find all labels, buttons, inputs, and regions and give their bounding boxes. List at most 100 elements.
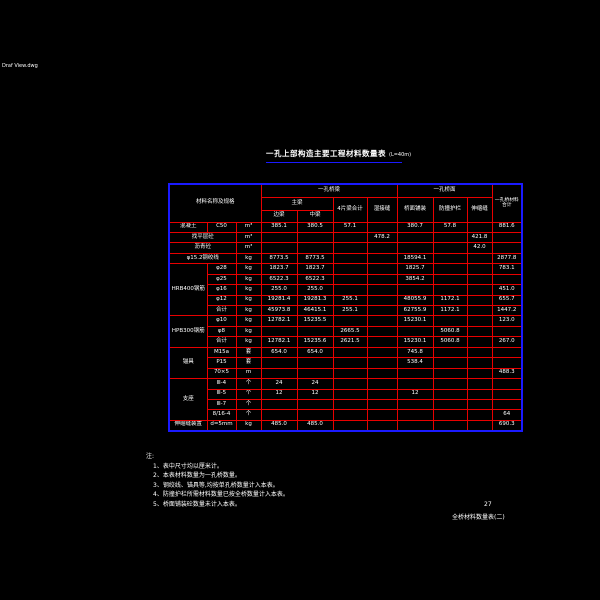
value-cell	[491, 325, 523, 338]
value-cell	[432, 231, 468, 244]
spec-cell: φ25	[206, 273, 237, 286]
value-cell	[466, 419, 493, 432]
header-row-3: 边梁 中梁	[169, 209, 522, 223]
value-cell	[432, 409, 468, 421]
value-cell	[466, 263, 493, 275]
value-cell	[466, 398, 493, 411]
value-cell	[396, 325, 434, 338]
value-cell	[466, 409, 493, 421]
value-cell: 18594.1	[396, 252, 434, 265]
value-cell	[466, 304, 493, 317]
value-cell	[296, 409, 334, 421]
value-cell	[332, 242, 368, 254]
table-title-text: 一孔上部构造主要工程材料数量表	[266, 149, 386, 158]
spec-cell: C50	[206, 221, 237, 233]
value-cell: 57.1	[332, 221, 368, 233]
value-cell	[396, 242, 434, 254]
value-cell: 478.2	[366, 231, 398, 244]
value-cell	[396, 409, 434, 421]
table-row: 伸缩缝装置 d=5mm kg 485.0 485.0 690.3	[168, 419, 523, 432]
section-label-cell: HPB300钢筋	[168, 315, 208, 348]
unit-cell: 个	[235, 378, 262, 390]
value-cell	[332, 231, 368, 244]
table-row: 合计 kg 45973.8 46415.1 255.1 62755.9 1172.1 1447…	[169, 304, 523, 317]
value-cell	[432, 252, 468, 265]
value-cell: 488.3	[491, 367, 523, 380]
table-row: Ⅲ-5 个 12 12 12	[169, 388, 523, 400]
value-cell: 46415.1	[296, 304, 334, 317]
value-cell: 42.0	[466, 242, 493, 254]
header-wet-joint: 湿接缝	[366, 196, 398, 223]
notes-heading: 注:	[146, 453, 155, 460]
unit-cell: kg	[235, 294, 262, 307]
unit-cell: kg	[235, 419, 262, 432]
materials-table-body: 混凝土 C50 m³ 385.1 380.5 57.1 380.7 57.8 881.6 找平层砼…	[168, 221, 523, 432]
value-cell	[366, 304, 398, 317]
header-material: 材料名称及规格	[168, 183, 262, 223]
value-cell: 385.1	[260, 221, 298, 233]
unit-cell: kg	[235, 325, 262, 338]
spec-cell: 70×5	[206, 367, 237, 380]
value-cell	[260, 242, 298, 254]
table-row: 8/16-4 个 64	[169, 409, 523, 421]
value-cell	[332, 419, 368, 432]
note-item: 3、钢绞线、锚具等,均按单孔桥数量计入本表。	[153, 481, 279, 489]
value-cell: 485.0	[296, 419, 334, 432]
value-cell	[332, 284, 368, 296]
value-cell: 12	[260, 388, 298, 400]
unit-cell: m³	[235, 231, 262, 244]
value-cell: 12	[396, 388, 434, 400]
value-cell: 57.8	[432, 221, 468, 233]
value-cell	[396, 398, 434, 411]
value-cell	[332, 409, 368, 421]
value-cell	[432, 378, 468, 390]
header-group1: 一孔桥梁	[260, 183, 398, 198]
table-row: φ15.2钢绞线 kg 8773.5 8773.5 18594.1 2877.8	[168, 252, 523, 265]
value-cell	[366, 388, 398, 400]
unit-cell: 套	[235, 357, 262, 369]
value-cell	[396, 378, 434, 390]
value-cell	[466, 325, 493, 338]
value-cell	[332, 252, 368, 265]
spec-cell: Ⅲ-7	[206, 398, 237, 411]
value-cell	[491, 273, 523, 286]
value-cell	[491, 346, 523, 359]
value-cell	[432, 398, 468, 411]
section-label-cell: HRB400钢筋	[168, 263, 208, 317]
value-cell	[491, 378, 523, 390]
value-cell: 3854.2	[396, 273, 434, 286]
note-item: 2、本表材料数量为一孔桥数量。	[153, 472, 241, 480]
value-cell	[432, 357, 468, 369]
header-main-girder: 主梁	[260, 196, 334, 211]
value-cell	[296, 367, 334, 380]
materials-table: 材料名称及规格 一孔桥梁 一孔桥面 一孔桥材料合计 主梁 4片梁合计 湿接缝 桥…	[168, 183, 524, 432]
spec-cell: φ16	[206, 284, 237, 296]
table-row: HRB400钢筋 φ28 kg 1823.7 1823.7 1825.7 783.1	[168, 263, 523, 317]
value-cell	[366, 263, 398, 275]
drawing-filename: Draf View.dwg	[2, 63, 38, 69]
value-cell	[366, 294, 398, 307]
value-cell	[260, 231, 298, 244]
value-cell: 1823.7	[260, 263, 298, 275]
value-cell	[432, 367, 468, 380]
value-cell	[332, 263, 368, 275]
value-cell: 267.0	[491, 336, 523, 348]
value-cell: 1172.1	[432, 304, 468, 317]
table-row: Ⅲ-7 个	[169, 398, 523, 411]
material-name-cell: 混凝土	[168, 221, 208, 233]
value-cell	[366, 357, 398, 369]
value-cell: 255.1	[332, 304, 368, 317]
value-cell: 2665.5	[332, 325, 368, 338]
value-cell	[366, 419, 398, 432]
value-cell	[491, 242, 523, 254]
header-row-1: 材料名称及规格 一孔桥梁 一孔桥面 一孔桥材料合计	[168, 183, 523, 223]
value-cell: 654.0	[296, 346, 334, 359]
note-item: 1、表中尺寸均以厘米计。	[153, 462, 223, 470]
value-cell: 380.5	[296, 221, 334, 233]
value-cell	[366, 284, 398, 296]
value-cell	[366, 273, 398, 286]
value-cell: 8773.5	[296, 252, 334, 265]
value-cell	[366, 378, 398, 390]
section-label-cell: 支座	[168, 378, 208, 421]
